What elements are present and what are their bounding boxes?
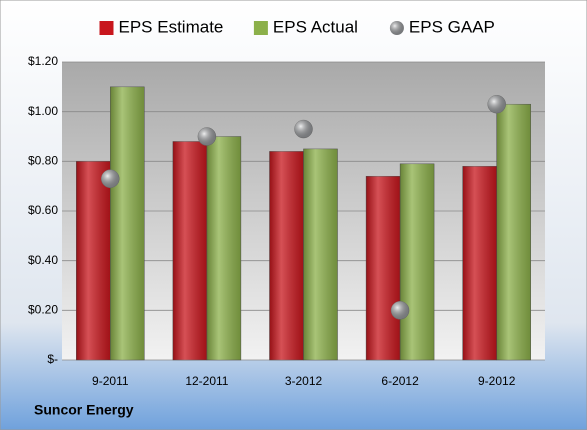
bar-shine [269, 151, 304, 360]
y-tick-label: $- [47, 352, 58, 366]
x-tick-label: 9-2012 [478, 374, 516, 388]
bar-shine [110, 86, 145, 360]
x-tick-label: 9-2011 [92, 374, 129, 388]
legend-swatch [253, 21, 268, 35]
bar-shine [76, 161, 111, 360]
legend-label: EPS GAAP [409, 17, 495, 36]
y-tick-label: $0.80 [28, 154, 58, 168]
point-shine [294, 120, 313, 139]
footer: Suncor Energy [34, 402, 134, 418]
bar-shine [206, 136, 241, 360]
y-tick-label: $0.60 [28, 203, 58, 217]
bar-shine [172, 141, 207, 360]
point-shine [101, 169, 120, 188]
legend-swatch [99, 21, 114, 35]
point-shine [197, 127, 216, 146]
y-tick-label: $1.20 [28, 54, 58, 68]
y-tick-label: $1.00 [28, 104, 58, 118]
legend-swatch-shine [389, 21, 404, 35]
x-tick-label: 3-2012 [285, 374, 323, 388]
bar-shine [303, 148, 338, 360]
bar-shine [366, 176, 401, 360]
legend-label: EPS Estimate [119, 17, 224, 36]
y-tick-label: $0.20 [28, 303, 58, 317]
bar-shine [462, 166, 497, 360]
x-tick-label: 6-2012 [381, 374, 419, 388]
legend-label: EPS Actual [273, 17, 358, 36]
y-tick-label: $0.40 [28, 253, 58, 267]
point-shine [391, 301, 410, 320]
bar-shine [400, 163, 435, 360]
bar-shine [496, 104, 531, 360]
x-tick-label: 12-2011 [185, 374, 228, 388]
point-shine [487, 95, 506, 114]
